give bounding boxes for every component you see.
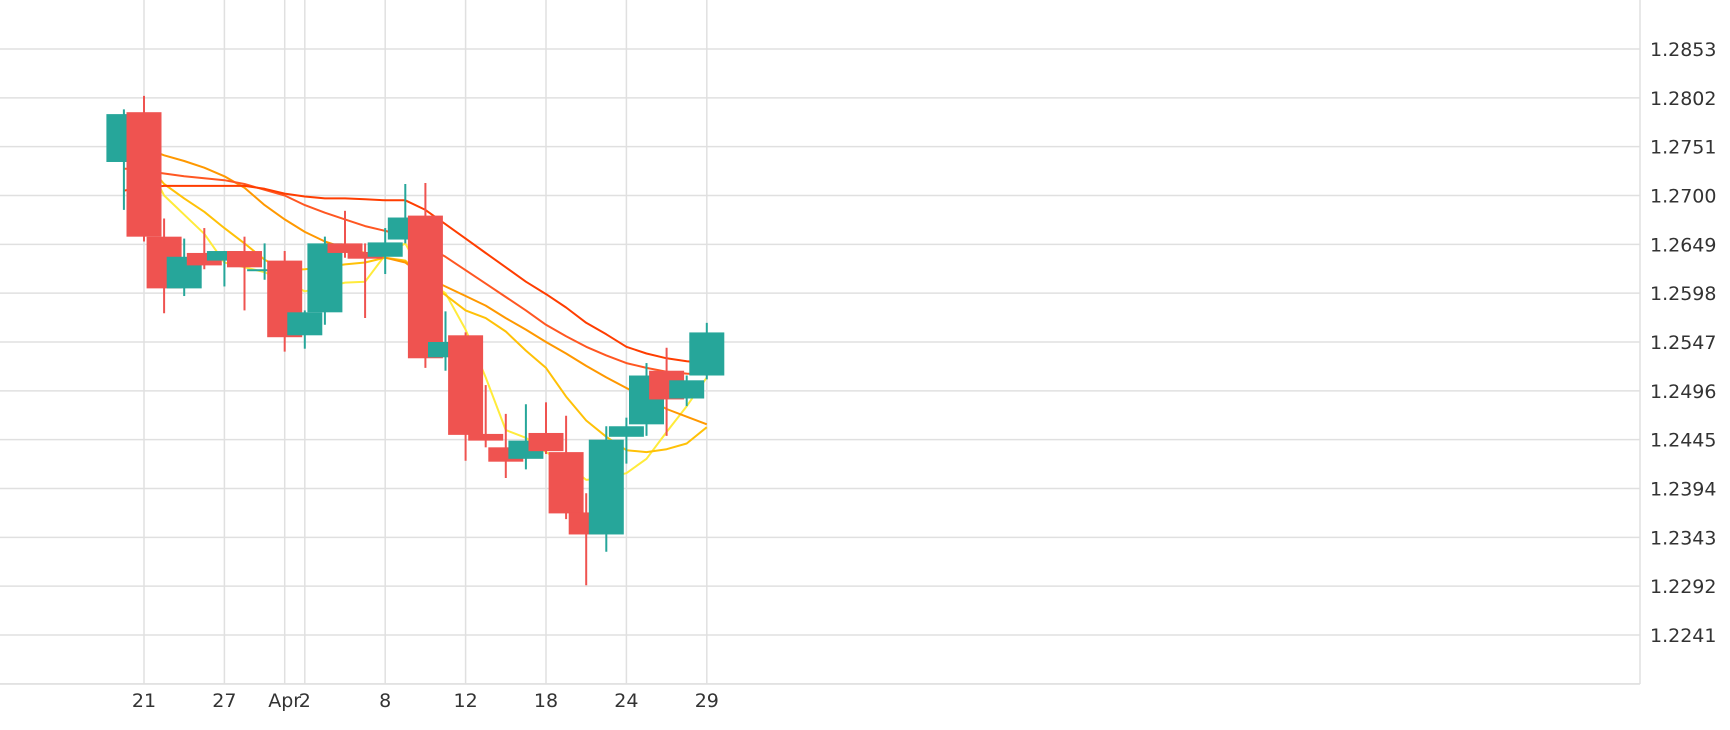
candle-up xyxy=(367,228,403,275)
candle-body xyxy=(608,426,644,437)
y-tick-label: 1.2751 xyxy=(1650,137,1716,159)
candle-down xyxy=(327,210,363,258)
candle-body xyxy=(548,452,584,514)
candle-body xyxy=(367,242,403,257)
candle-body xyxy=(669,380,705,399)
candle-down xyxy=(126,95,162,242)
y-tick-label: 1.2241 xyxy=(1650,625,1716,647)
x-tick-label: 2 xyxy=(299,690,311,712)
x-tick-label: 24 xyxy=(614,690,638,712)
candle-up xyxy=(588,426,624,552)
candle-up xyxy=(608,417,644,464)
y-tick-label: 1.2496 xyxy=(1650,381,1716,403)
candle-down xyxy=(528,402,564,455)
candle-body xyxy=(126,112,162,237)
candle-body xyxy=(227,251,262,268)
candle-up xyxy=(669,375,705,407)
candle-up xyxy=(689,322,725,380)
y-tick-label: 1.2445 xyxy=(1650,430,1716,452)
candle-body xyxy=(307,243,343,313)
x-tick-label: 18 xyxy=(534,690,558,712)
y-tick-label: 1.2802 xyxy=(1650,88,1716,110)
x-tick-label: 12 xyxy=(454,690,478,712)
candle-body xyxy=(247,269,283,272)
y-tick-label: 1.2292 xyxy=(1650,576,1716,598)
y-axis: 1.2853 1.2802 1.2751 1.2700 1.2649 1.2598 1.25… xyxy=(1650,39,1716,647)
candle-body xyxy=(528,432,564,452)
candle-up xyxy=(206,251,242,287)
candle-down xyxy=(227,236,262,311)
y-tick-label: 1.2649 xyxy=(1650,234,1716,256)
x-tick-label: 27 xyxy=(212,690,236,712)
y-tick-label: 1.2394 xyxy=(1650,479,1716,501)
candle-body xyxy=(327,243,363,253)
candle-down xyxy=(468,385,504,448)
candle-up xyxy=(307,236,343,325)
candle-up xyxy=(287,310,323,349)
candle-down xyxy=(407,183,443,368)
y-tick-label: 1.2853 xyxy=(1650,39,1716,61)
x-tick-label: Apr xyxy=(268,690,301,712)
candle-body xyxy=(206,251,242,261)
candles xyxy=(106,95,725,586)
grid xyxy=(0,0,1641,685)
candle-down xyxy=(186,228,222,270)
candle-down xyxy=(548,415,584,520)
x-tick-label: 21 xyxy=(132,690,156,712)
y-tick-label: 1.2343 xyxy=(1650,527,1716,549)
y-tick-label: 1.2598 xyxy=(1650,283,1716,305)
x-tick-label: 29 xyxy=(695,690,719,712)
candle-body xyxy=(407,215,443,359)
candle-body xyxy=(689,332,725,376)
candle-body xyxy=(347,251,383,259)
moving-average-line xyxy=(123,141,708,426)
candle-down xyxy=(267,251,303,352)
candle-body xyxy=(448,335,484,435)
y-tick-label: 1.2547 xyxy=(1650,332,1716,354)
candle-body xyxy=(468,433,504,441)
candle-body xyxy=(588,439,624,535)
x-tick-label: 8 xyxy=(379,690,391,712)
candle-body xyxy=(287,312,323,336)
candle-up xyxy=(247,243,283,280)
candle-down xyxy=(347,243,383,319)
y-tick-label: 1.2700 xyxy=(1650,186,1716,208)
candle-down xyxy=(448,332,484,461)
